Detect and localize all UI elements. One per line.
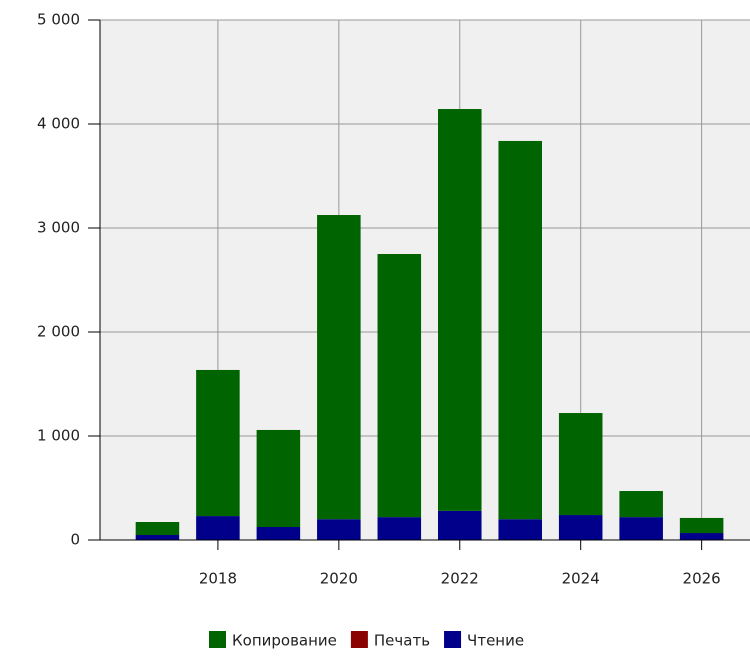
legend-label: Чтение	[467, 632, 524, 650]
y-tick-label: 5 000	[37, 11, 80, 29]
legend-swatch	[350, 631, 368, 648]
x-tick-label: 2020	[320, 570, 358, 588]
bar-segment	[438, 510, 482, 540]
y-tick-label: 0	[70, 531, 80, 549]
bar-segment	[619, 491, 663, 518]
bar-segment	[256, 429, 301, 527]
bar-segment	[256, 527, 301, 540]
bar-segment	[558, 515, 603, 540]
bar-segment	[377, 254, 422, 518]
bar-segment	[196, 369, 240, 517]
bar-segment	[377, 517, 422, 540]
legend-label: Печать	[374, 632, 430, 650]
legend-label: Копирование	[232, 632, 337, 650]
legend-swatch	[209, 631, 226, 648]
x-tick-label: 2022	[441, 570, 479, 588]
x-tick-label: 2018	[199, 570, 237, 588]
bar-segment	[558, 413, 603, 516]
y-tick-label: 2 000	[37, 323, 80, 341]
y-tick-label: 1 000	[37, 427, 80, 445]
bar-segment	[619, 517, 663, 540]
bar-segment	[679, 533, 724, 540]
bar-segment	[679, 517, 724, 534]
bar-segment	[438, 109, 482, 511]
x-tick-label: 2024	[562, 570, 600, 588]
bar-segment	[317, 519, 361, 540]
bar-segment	[317, 215, 361, 520]
legend-swatch	[444, 631, 462, 648]
bar-segment	[135, 535, 180, 540]
bar-segment	[196, 516, 240, 540]
y-tick-label: 4 000	[37, 115, 80, 133]
x-tick-label: 2026	[683, 570, 721, 588]
bar-segment	[498, 140, 542, 520]
bar-segment	[498, 519, 542, 540]
bar-segment	[135, 522, 180, 536]
y-tick-label: 3 000	[37, 219, 80, 237]
